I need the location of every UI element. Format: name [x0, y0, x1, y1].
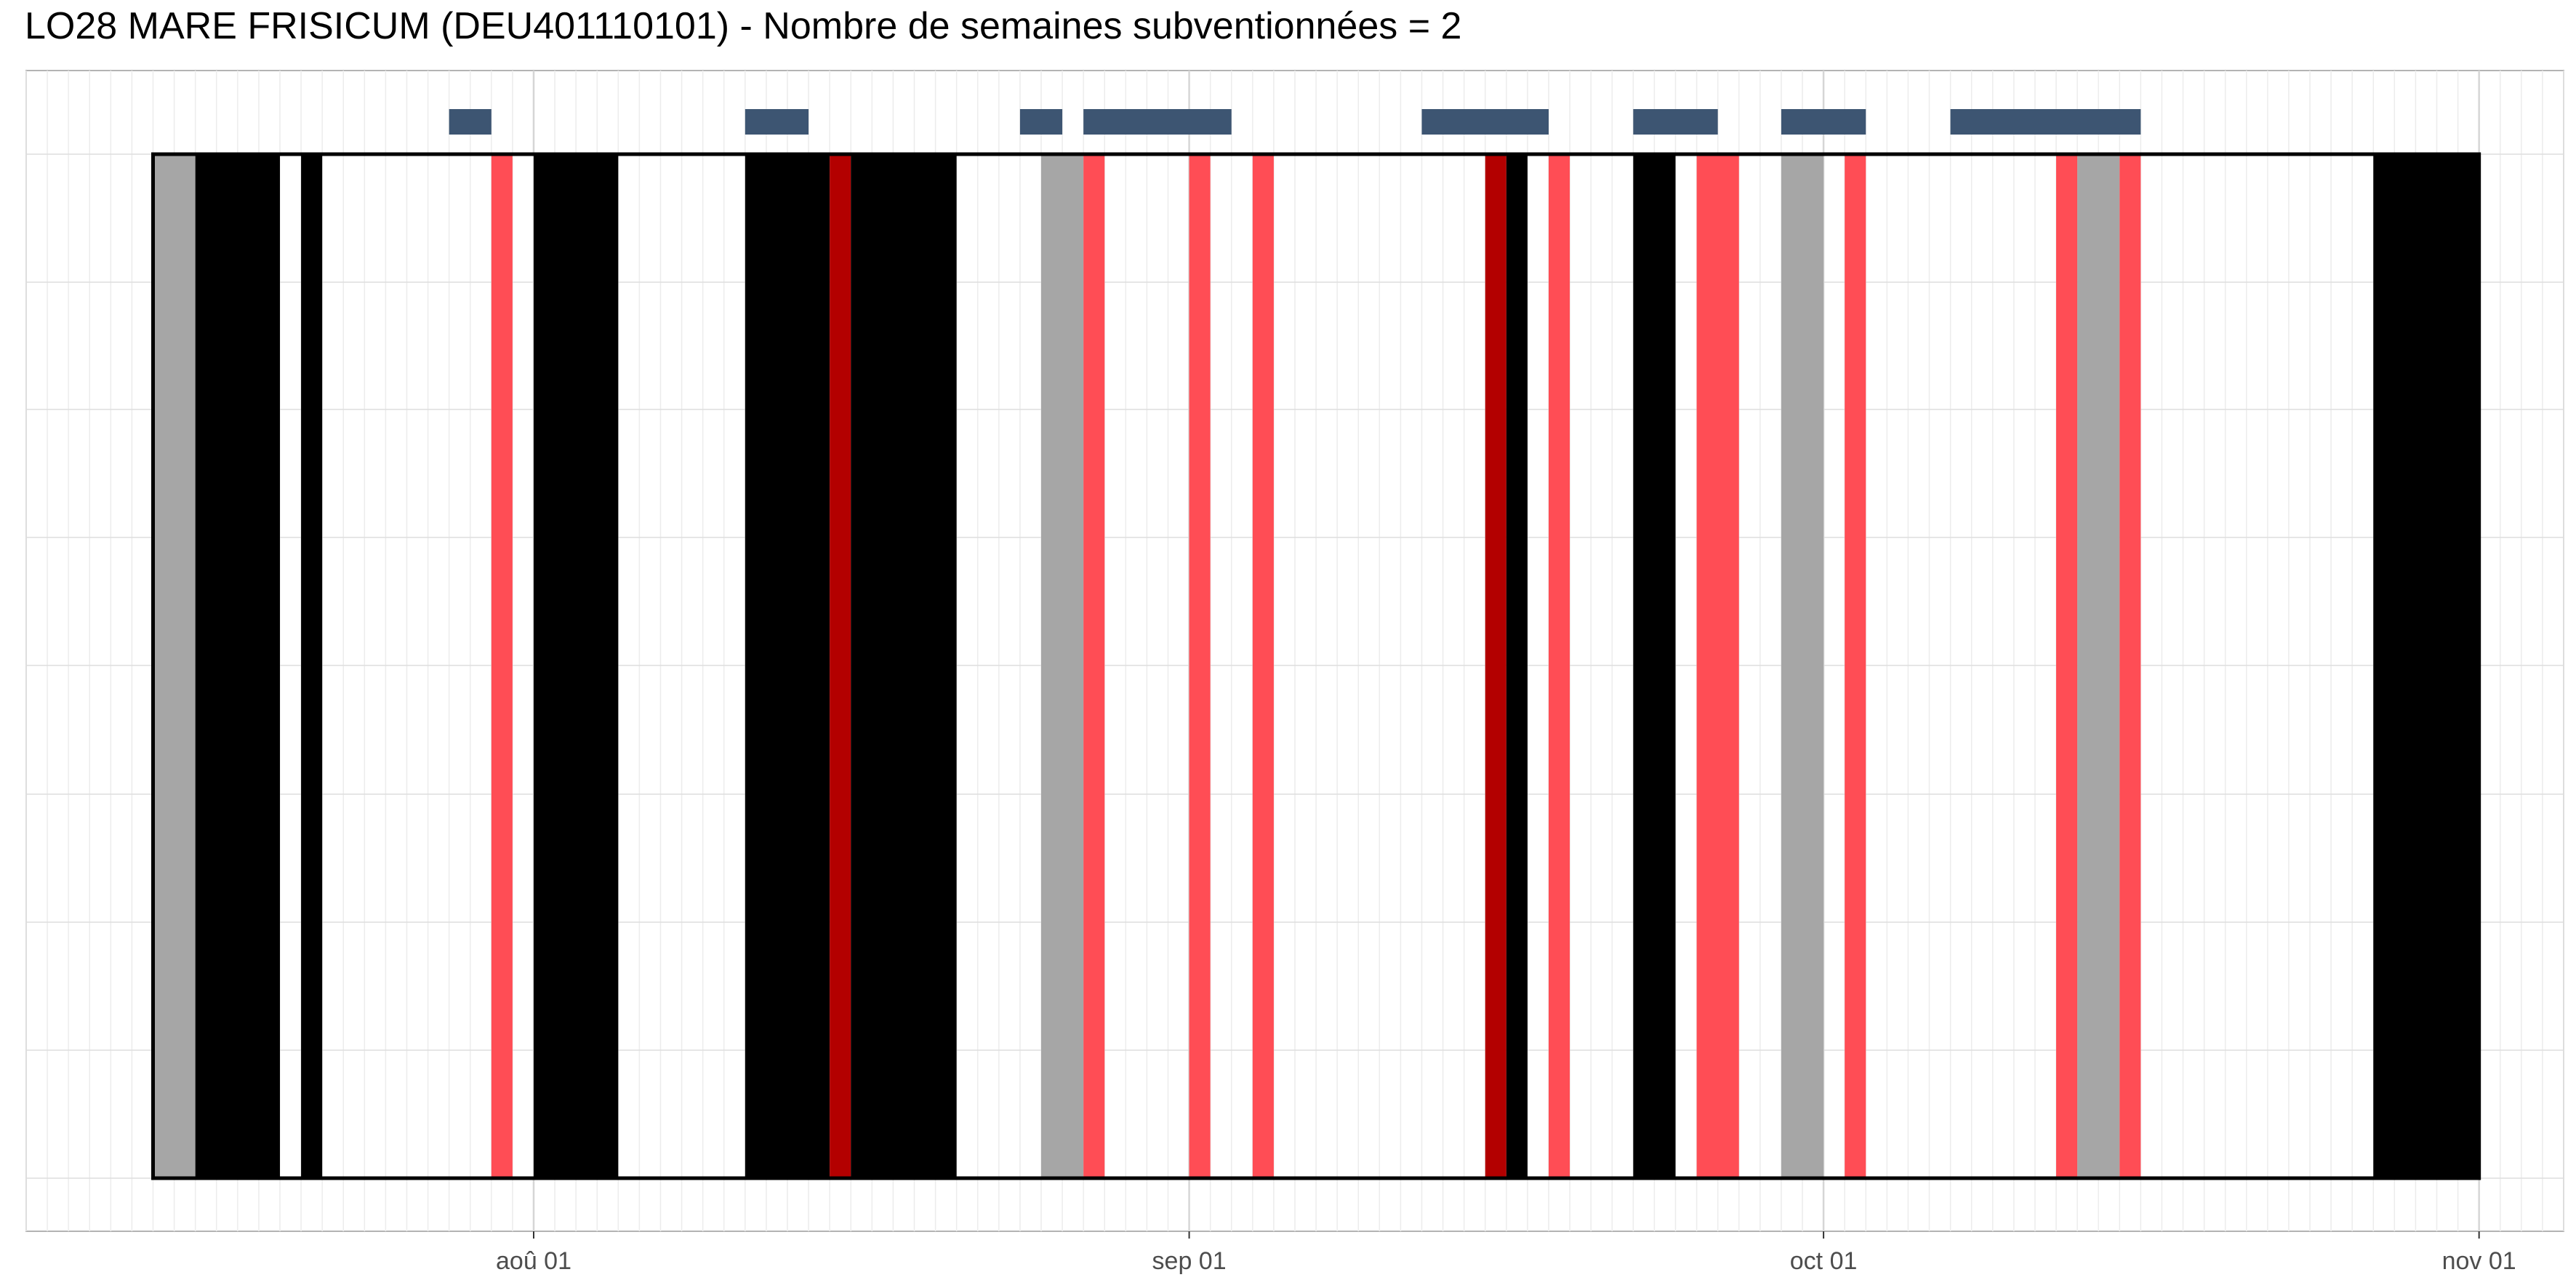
x-tick-label: sep 01 — [1152, 1247, 1227, 1275]
band-black — [301, 154, 323, 1178]
band-red — [1189, 154, 1211, 1178]
marker-series — [449, 109, 2141, 135]
band-red — [1083, 154, 1105, 1178]
band-black — [1633, 154, 1676, 1178]
top-marker — [449, 109, 491, 135]
band-black — [195, 154, 280, 1178]
band-red — [491, 154, 513, 1178]
period-outline — [151, 152, 2481, 1180]
period-frame — [151, 152, 2481, 1180]
band-grey — [1041, 154, 1084, 1178]
band-red — [1696, 154, 1739, 1178]
band-red — [2056, 154, 2078, 1178]
top-marker — [1781, 109, 1866, 135]
grid — [25, 70, 2564, 1232]
top-marker — [1950, 109, 2141, 135]
band-black — [2373, 154, 2479, 1178]
x-tick-label: oct 01 — [1790, 1247, 1858, 1275]
x-tick-label: aoû 01 — [496, 1247, 571, 1275]
band-grey — [1781, 154, 1824, 1178]
top-marker — [1019, 109, 1063, 135]
top-marker — [1083, 109, 1232, 135]
band-black — [745, 154, 830, 1178]
band-red — [1845, 154, 1866, 1178]
chart-title: LO28 MARE FRISICUM (DEU401110101) - Nomb… — [25, 5, 1462, 47]
band-black — [534, 154, 619, 1178]
x-axis: aoû 01 sep 01 oct 01 nov 01 — [496, 1231, 2516, 1275]
band-black — [1506, 154, 1528, 1178]
band-dark-red — [830, 154, 851, 1178]
top-marker — [745, 109, 809, 135]
band-grey — [153, 154, 196, 1178]
band-series — [153, 154, 2479, 1178]
band-red — [1549, 154, 1570, 1178]
top-marker — [1421, 109, 1549, 135]
x-tick-label: nov 01 — [2442, 1247, 2516, 1275]
band-black — [851, 154, 957, 1178]
band-red — [2119, 154, 2141, 1178]
band-red — [1252, 154, 1274, 1178]
band-dark-red — [1485, 154, 1506, 1178]
top-marker — [1633, 109, 1718, 135]
band-grey — [2077, 154, 2120, 1178]
